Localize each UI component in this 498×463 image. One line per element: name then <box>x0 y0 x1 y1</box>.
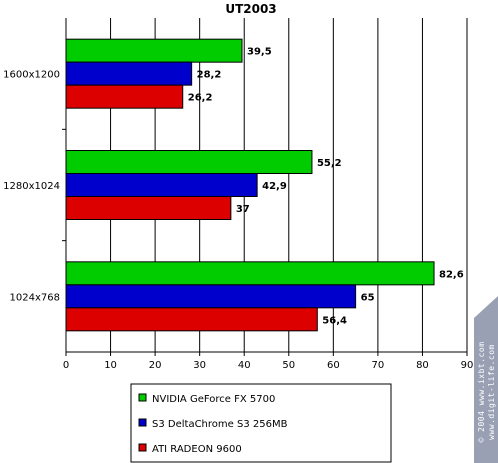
x-tick-label: 0 <box>63 360 69 371</box>
data-label: 56,4 <box>322 315 347 326</box>
legend-swatch <box>138 443 147 452</box>
data-label: 39,5 <box>247 47 272 58</box>
legend: NVIDIA GeForce FX 5700 S3 DeltaChrome S3 … <box>130 383 392 463</box>
legend-label: NVIDIA GeForce FX 5700 <box>152 394 275 405</box>
data-label: 65 <box>361 292 375 303</box>
x-tick-label: 10 <box>104 360 117 371</box>
watermark-line: © 2004 www.ixbt.com <box>477 341 486 442</box>
category-label: 1024x768 <box>10 292 60 303</box>
legend-label: S3 DeltaChrome S3 256MB <box>152 419 288 430</box>
data-label: 82,6 <box>439 269 464 280</box>
legend-label: ATI RADEON 9600 <box>152 444 242 455</box>
bar <box>65 307 318 332</box>
data-label: 28,2 <box>197 70 222 81</box>
bar <box>65 284 357 309</box>
x-tick-label: 20 <box>149 360 162 371</box>
x-tick-label: 30 <box>193 360 206 371</box>
bar <box>65 173 258 197</box>
category-label: 1280x1024 <box>3 181 60 192</box>
data-label: 42,9 <box>262 181 287 192</box>
bar <box>65 61 193 86</box>
watermark: © 2004 www.ixbt.com www.digit-life.com <box>474 296 498 463</box>
x-tick-label: 80 <box>416 360 429 371</box>
data-label: 37 <box>236 204 250 215</box>
bar <box>65 38 243 63</box>
bar <box>65 261 435 286</box>
legend-box <box>130 383 392 463</box>
watermark-background <box>474 296 498 463</box>
data-label: 26,2 <box>188 93 213 104</box>
watermark-text-group: © 2004 www.ixbt.com www.digit-life.com <box>477 341 496 442</box>
category-label: 1600x1200 <box>3 70 60 81</box>
x-tick-label: 70 <box>372 360 385 371</box>
x-tick-label: 60 <box>327 360 340 371</box>
legend-swatch <box>138 418 147 427</box>
legend-swatch <box>138 393 147 402</box>
bar <box>65 84 184 109</box>
plot-area: 0 10 20 30 40 50 60 70 80 90 1600x1200 39,5 28,2 26,2… <box>3 18 473 371</box>
data-label: 55,2 <box>317 158 342 169</box>
x-tick-label: 50 <box>282 360 295 371</box>
x-tick-label: 40 <box>238 360 251 371</box>
bar <box>65 150 313 174</box>
x-tick-label: 90 <box>461 360 474 371</box>
bar <box>65 196 232 220</box>
watermark-line: www.digit-life.com <box>487 344 496 440</box>
chart-title: UT2003 <box>225 2 276 16</box>
